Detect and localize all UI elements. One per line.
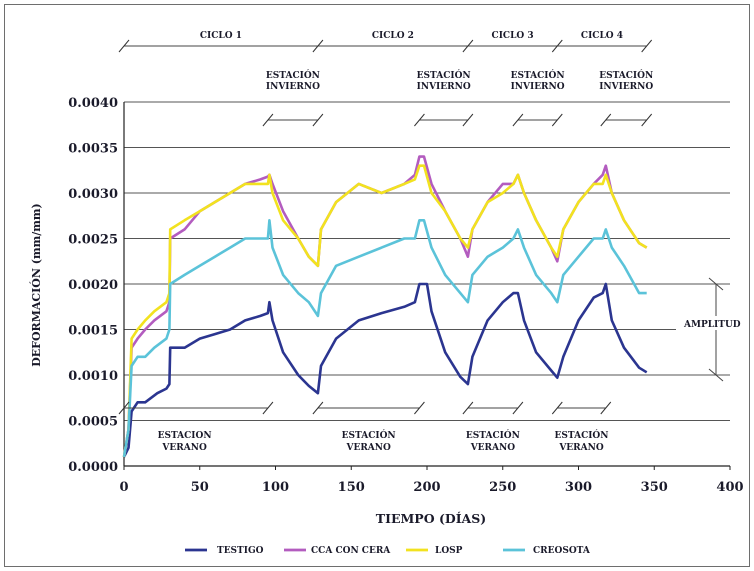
x-tick-label: 150 (338, 480, 365, 495)
series-line-losp (122, 164, 648, 458)
winter-tick (414, 113, 425, 127)
x-tick-label: 200 (413, 480, 440, 495)
cycle-label: CICLO 2 (372, 31, 414, 41)
cycle-label: CICLO 4 (581, 31, 623, 41)
winter-tick (551, 113, 563, 127)
series-line-testigo (122, 282, 648, 458)
summer-tick (512, 401, 524, 415)
y-tick-label: 0.0035 (68, 142, 118, 157)
x-tick-label: 250 (489, 480, 516, 495)
cycle-label: CICLO 3 (492, 31, 534, 41)
x-tick-label: 50 (191, 480, 209, 495)
x-tick-label: 0 (119, 480, 128, 495)
cycle-tick (462, 39, 474, 53)
amplitude-tick (708, 368, 724, 382)
winter-tick (600, 113, 612, 127)
y-tick-label: 0.0030 (68, 187, 118, 202)
series-line-creosota (122, 219, 647, 458)
summer-tick (462, 401, 474, 415)
summer-label-line1: ESTACIÓN (466, 429, 520, 441)
summer-tick (262, 401, 274, 415)
cycle-label: CICLO 1 (200, 31, 242, 41)
legend-label: CCA CON CERA (311, 546, 391, 556)
x-tick-label: 400 (716, 480, 743, 495)
x-tick-label: 300 (565, 480, 592, 495)
summer-tick (414, 401, 425, 415)
winter-label-line2: INVIERNO (417, 82, 471, 92)
winter-label-line2: INVIERNO (511, 82, 565, 92)
summer-label-line1: ESTACION (158, 431, 212, 441)
y-tick-label: 0.0025 (68, 233, 118, 248)
summer-tick (600, 401, 612, 415)
summer-tick (118, 401, 130, 415)
legend-label: TESTIGO (217, 546, 264, 556)
winter-tick (641, 113, 653, 127)
winter-tick (262, 113, 274, 127)
y-axis-title: DEFORMACIÓN (mm/mm) (29, 203, 43, 367)
amplitude-label-bg (676, 316, 748, 330)
summer-tick (312, 401, 324, 415)
cycle-tick (551, 39, 563, 53)
winter-tick (462, 113, 474, 127)
winter-tick (512, 113, 524, 127)
amplitude-label: AMPLITUD (683, 320, 741, 330)
amplitude-tick (708, 277, 724, 291)
summer-label-line1: ESTACIÓN (555, 429, 609, 441)
legend-label: LOSP (435, 546, 463, 556)
summer-label-line2: VERANO (345, 443, 391, 453)
chart-frame (4, 4, 750, 567)
legend-label: CREOSOTA (533, 546, 591, 556)
winter-tick (312, 113, 324, 127)
winter-label-line1: ESTACIÓN (266, 69, 320, 81)
y-tick-label: 0.0010 (68, 369, 118, 384)
y-tick-label: 0.0000 (68, 460, 118, 475)
winter-label-line2: INVIERNO (266, 82, 320, 92)
x-tick-label: 350 (641, 480, 668, 495)
summer-label-line1: ESTACIÓN (342, 429, 396, 441)
winter-label-line1: ESTACIÓN (417, 69, 471, 81)
summer-label-line2: VERANO (558, 443, 604, 453)
y-tick-label: 0.0015 (68, 324, 118, 339)
x-tick-label: 100 (262, 480, 289, 495)
y-tick-label: 0.0040 (68, 96, 118, 111)
cycle-tick (641, 39, 653, 53)
cycle-tick (118, 39, 130, 53)
winter-label-line1: ESTACIÓN (511, 69, 565, 81)
summer-tick (551, 401, 563, 415)
summer-label-line2: VERANO (470, 443, 516, 453)
winter-label-line1: ESTACIÓN (599, 69, 653, 81)
winter-label-line2: INVIERNO (599, 82, 653, 92)
series-line-cca-con-cera (122, 155, 648, 458)
cycle-tick (312, 39, 324, 53)
x-axis-title: TIEMPO (DÍAS) (376, 511, 486, 526)
summer-label-line2: VERANO (161, 443, 207, 453)
y-tick-label: 0.0005 (68, 415, 118, 430)
y-tick-label: 0.0020 (68, 278, 118, 293)
